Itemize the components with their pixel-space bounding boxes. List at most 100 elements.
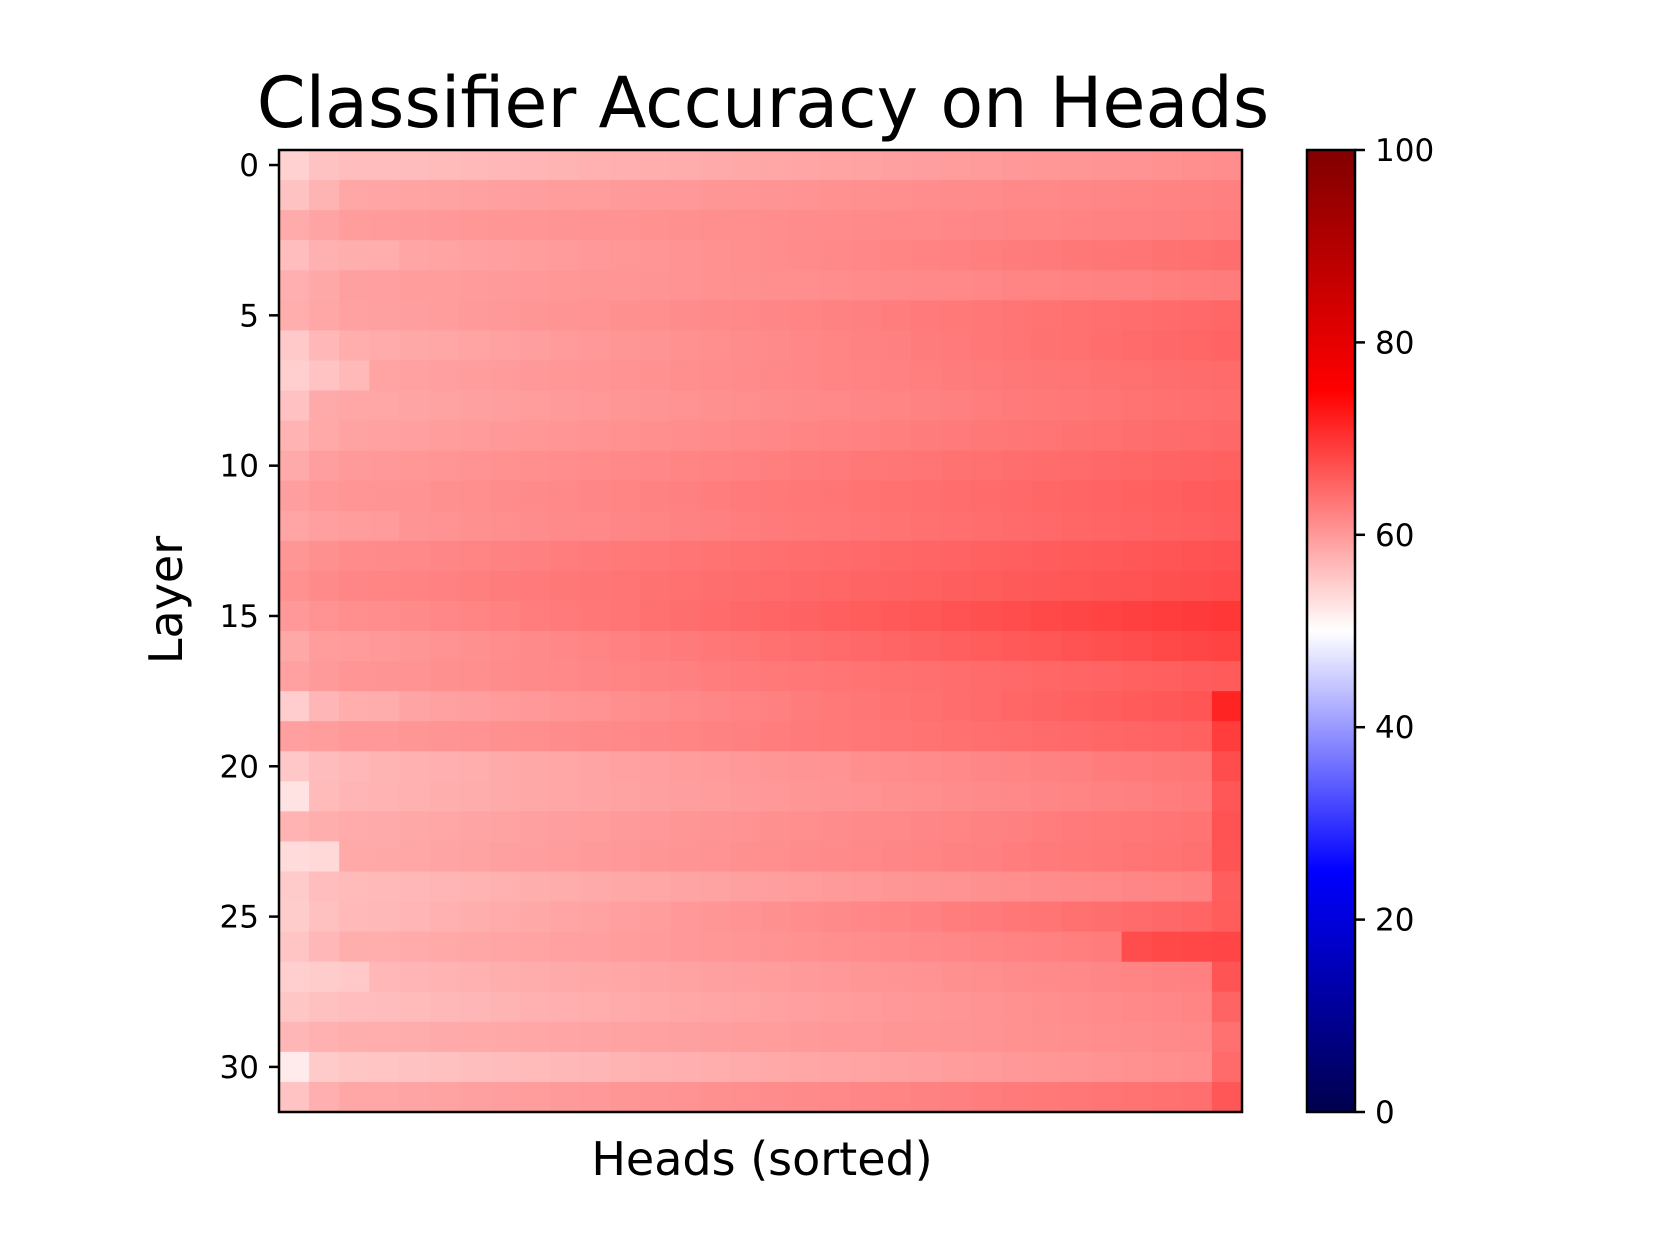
heatmap-cell [790,961,822,993]
heatmap-cell [760,210,792,241]
heatmap-cell [549,901,581,933]
heatmap-cell [1031,1081,1063,1113]
heatmap-cell [339,480,370,512]
heatmap-cell [1211,300,1243,331]
heatmap-cell [941,420,972,452]
heatmap-cell [640,781,671,812]
heatmap-cell [1031,751,1063,782]
heatmap-cell [1001,420,1032,452]
heatmap-cell [910,570,942,602]
heatmap-cell [971,1081,1002,1113]
heatmap-cell [429,631,461,662]
heatmap-cell [640,751,671,782]
heatmap-cell [519,721,551,752]
heatmap-cell [700,540,731,572]
heatmap-cell [309,330,340,362]
heatmap-cell [700,661,731,692]
heatmap-cell [399,1021,431,1053]
heatmap-cell [489,450,521,482]
heatmap-cell [399,570,431,602]
heatmap-cell [279,510,310,542]
heatmap-cell [1031,600,1063,632]
heatmap-cell [1121,991,1153,1023]
heatmap-cell [1121,570,1153,602]
heatmap-cell [700,480,731,512]
heatmap-cell [1091,420,1123,452]
heatmap-cell [459,691,491,722]
heatmap-cell [1091,150,1123,181]
heatmap-cell [971,150,1002,181]
heatmap-cell [579,631,611,662]
heatmap-cell [309,751,340,782]
heatmap-cell [1211,991,1243,1023]
heatmap-cell [1181,781,1213,812]
heatmap-cell [1181,210,1213,241]
heatmap-cell [549,781,581,812]
heatmap-cell [279,721,310,752]
heatmap-cell [670,480,701,512]
heatmap-cell [700,600,731,632]
heatmap-cell [640,1081,671,1113]
heatmap-cell [1181,691,1213,722]
heatmap-cell [850,1051,882,1083]
heatmap-cell [1031,450,1063,482]
heatmap-cell [941,330,972,362]
heatmap-cell [309,150,340,181]
heatmap-cell [910,150,942,181]
heatmap-cell [519,901,551,933]
y-tick-label: 20 [220,749,259,785]
heatmap-cell [399,390,431,422]
heatmap-cell [640,841,671,873]
heatmap-cell [459,180,491,211]
heatmap-cell [1211,180,1243,211]
heatmap-cell [1121,510,1153,542]
heatmap-cell [880,540,912,572]
heatmap-cell [1211,330,1243,362]
heatmap-cell [279,841,310,873]
heatmap-cell [850,781,882,812]
heatmap-cell [640,691,671,722]
plot-frame [277,148,1244,1114]
heatmap-cell [489,961,521,993]
heatmap-cell [399,661,431,692]
heatmap-cell [1061,1051,1093,1083]
heatmap-cell [429,1021,461,1053]
heatmap-cell [610,1021,641,1053]
heatmap-cell [579,1081,611,1113]
heatmap-cell [1001,871,1032,903]
heatmap-cell [1121,631,1153,662]
heatmap-cell [489,901,521,933]
heatmap-cell [1091,540,1123,572]
heatmap-cell [700,841,731,873]
heatmap-cell [309,270,340,301]
heatmap-cell [700,150,731,181]
heatmap-cell [941,540,972,572]
heatmap-cell [399,330,431,362]
heatmap-cell [489,390,521,422]
heatmap-cell [790,871,822,903]
heatmap-cell [730,1081,762,1113]
heatmap-cell [760,811,792,843]
heatmap-cell [339,300,370,331]
heatmap-cell [790,480,822,512]
heatmap-cell [369,721,400,752]
heatmap-cell [1211,390,1243,422]
heatmap-cell [730,420,762,452]
heatmap-cell [610,811,641,843]
heatmap-cell [1181,600,1213,632]
heatmap-cell [399,1051,431,1083]
heatmap-cell [489,1051,521,1083]
heatmap-cell [1211,631,1243,662]
heatmap-cell [610,300,641,331]
heatmap-cell [941,390,972,422]
heatmap-cell [850,631,882,662]
heatmap-cell [339,450,370,482]
heatmap-cell [1001,811,1032,843]
heatmap-cell [640,480,671,512]
heatmap-cell [369,270,400,301]
heatmap-cell [1091,570,1123,602]
heatmap-cell [1031,931,1063,963]
heatmap-cell [850,871,882,903]
heatmap-cell [1091,1081,1123,1113]
heatmap-cell [1181,1021,1213,1053]
